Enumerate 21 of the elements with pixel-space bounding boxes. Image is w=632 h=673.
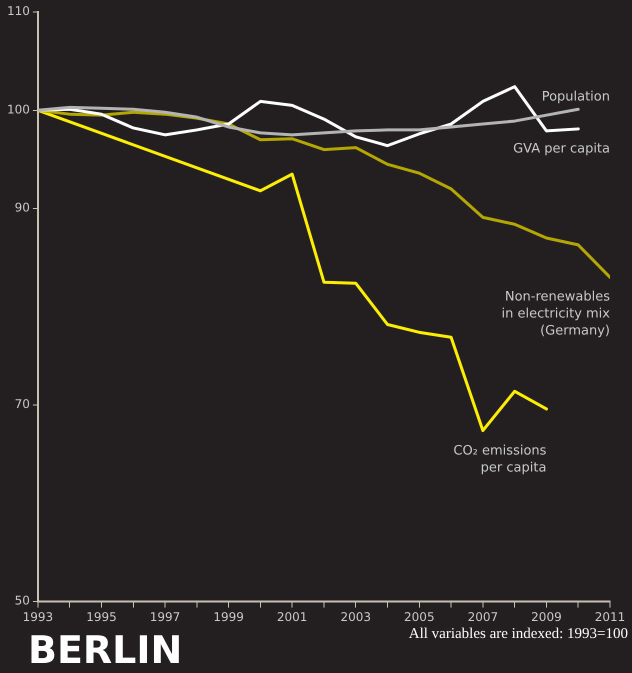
y-tick-label: 100 — [7, 102, 30, 116]
y-tick-label: 110 — [7, 4, 30, 18]
series-label: GVA per capita — [513, 141, 610, 156]
x-tick-label: 2003 — [340, 610, 372, 624]
x-tick-label: 1995 — [86, 610, 117, 624]
x-tick-label: 2007 — [468, 610, 498, 624]
y-tick-label: 50 — [14, 594, 30, 608]
text: BERLIN — [28, 628, 182, 672]
series-label: Non-renewables in electricity mix (Germany) — [502, 290, 610, 339]
y-tick-label: 90 — [14, 200, 30, 215]
x-tick-label: 1999 — [213, 610, 244, 624]
x-tick-label: 2011 — [594, 610, 626, 624]
x-tick-label: 1993 — [22, 610, 54, 624]
x-tick-label: 1997 — [150, 610, 180, 624]
x-tick-label: 2009 — [531, 610, 562, 624]
x-tick-label: 2001 — [276, 610, 308, 624]
x-tick-label: 2005 — [404, 610, 435, 624]
text: CO₂ emissions per capita — [453, 443, 547, 476]
y-tick-label: 70 — [14, 397, 30, 412]
text: All variables are indexed: 1993=100 — [408, 626, 628, 643]
series-label: Population — [542, 90, 610, 105]
